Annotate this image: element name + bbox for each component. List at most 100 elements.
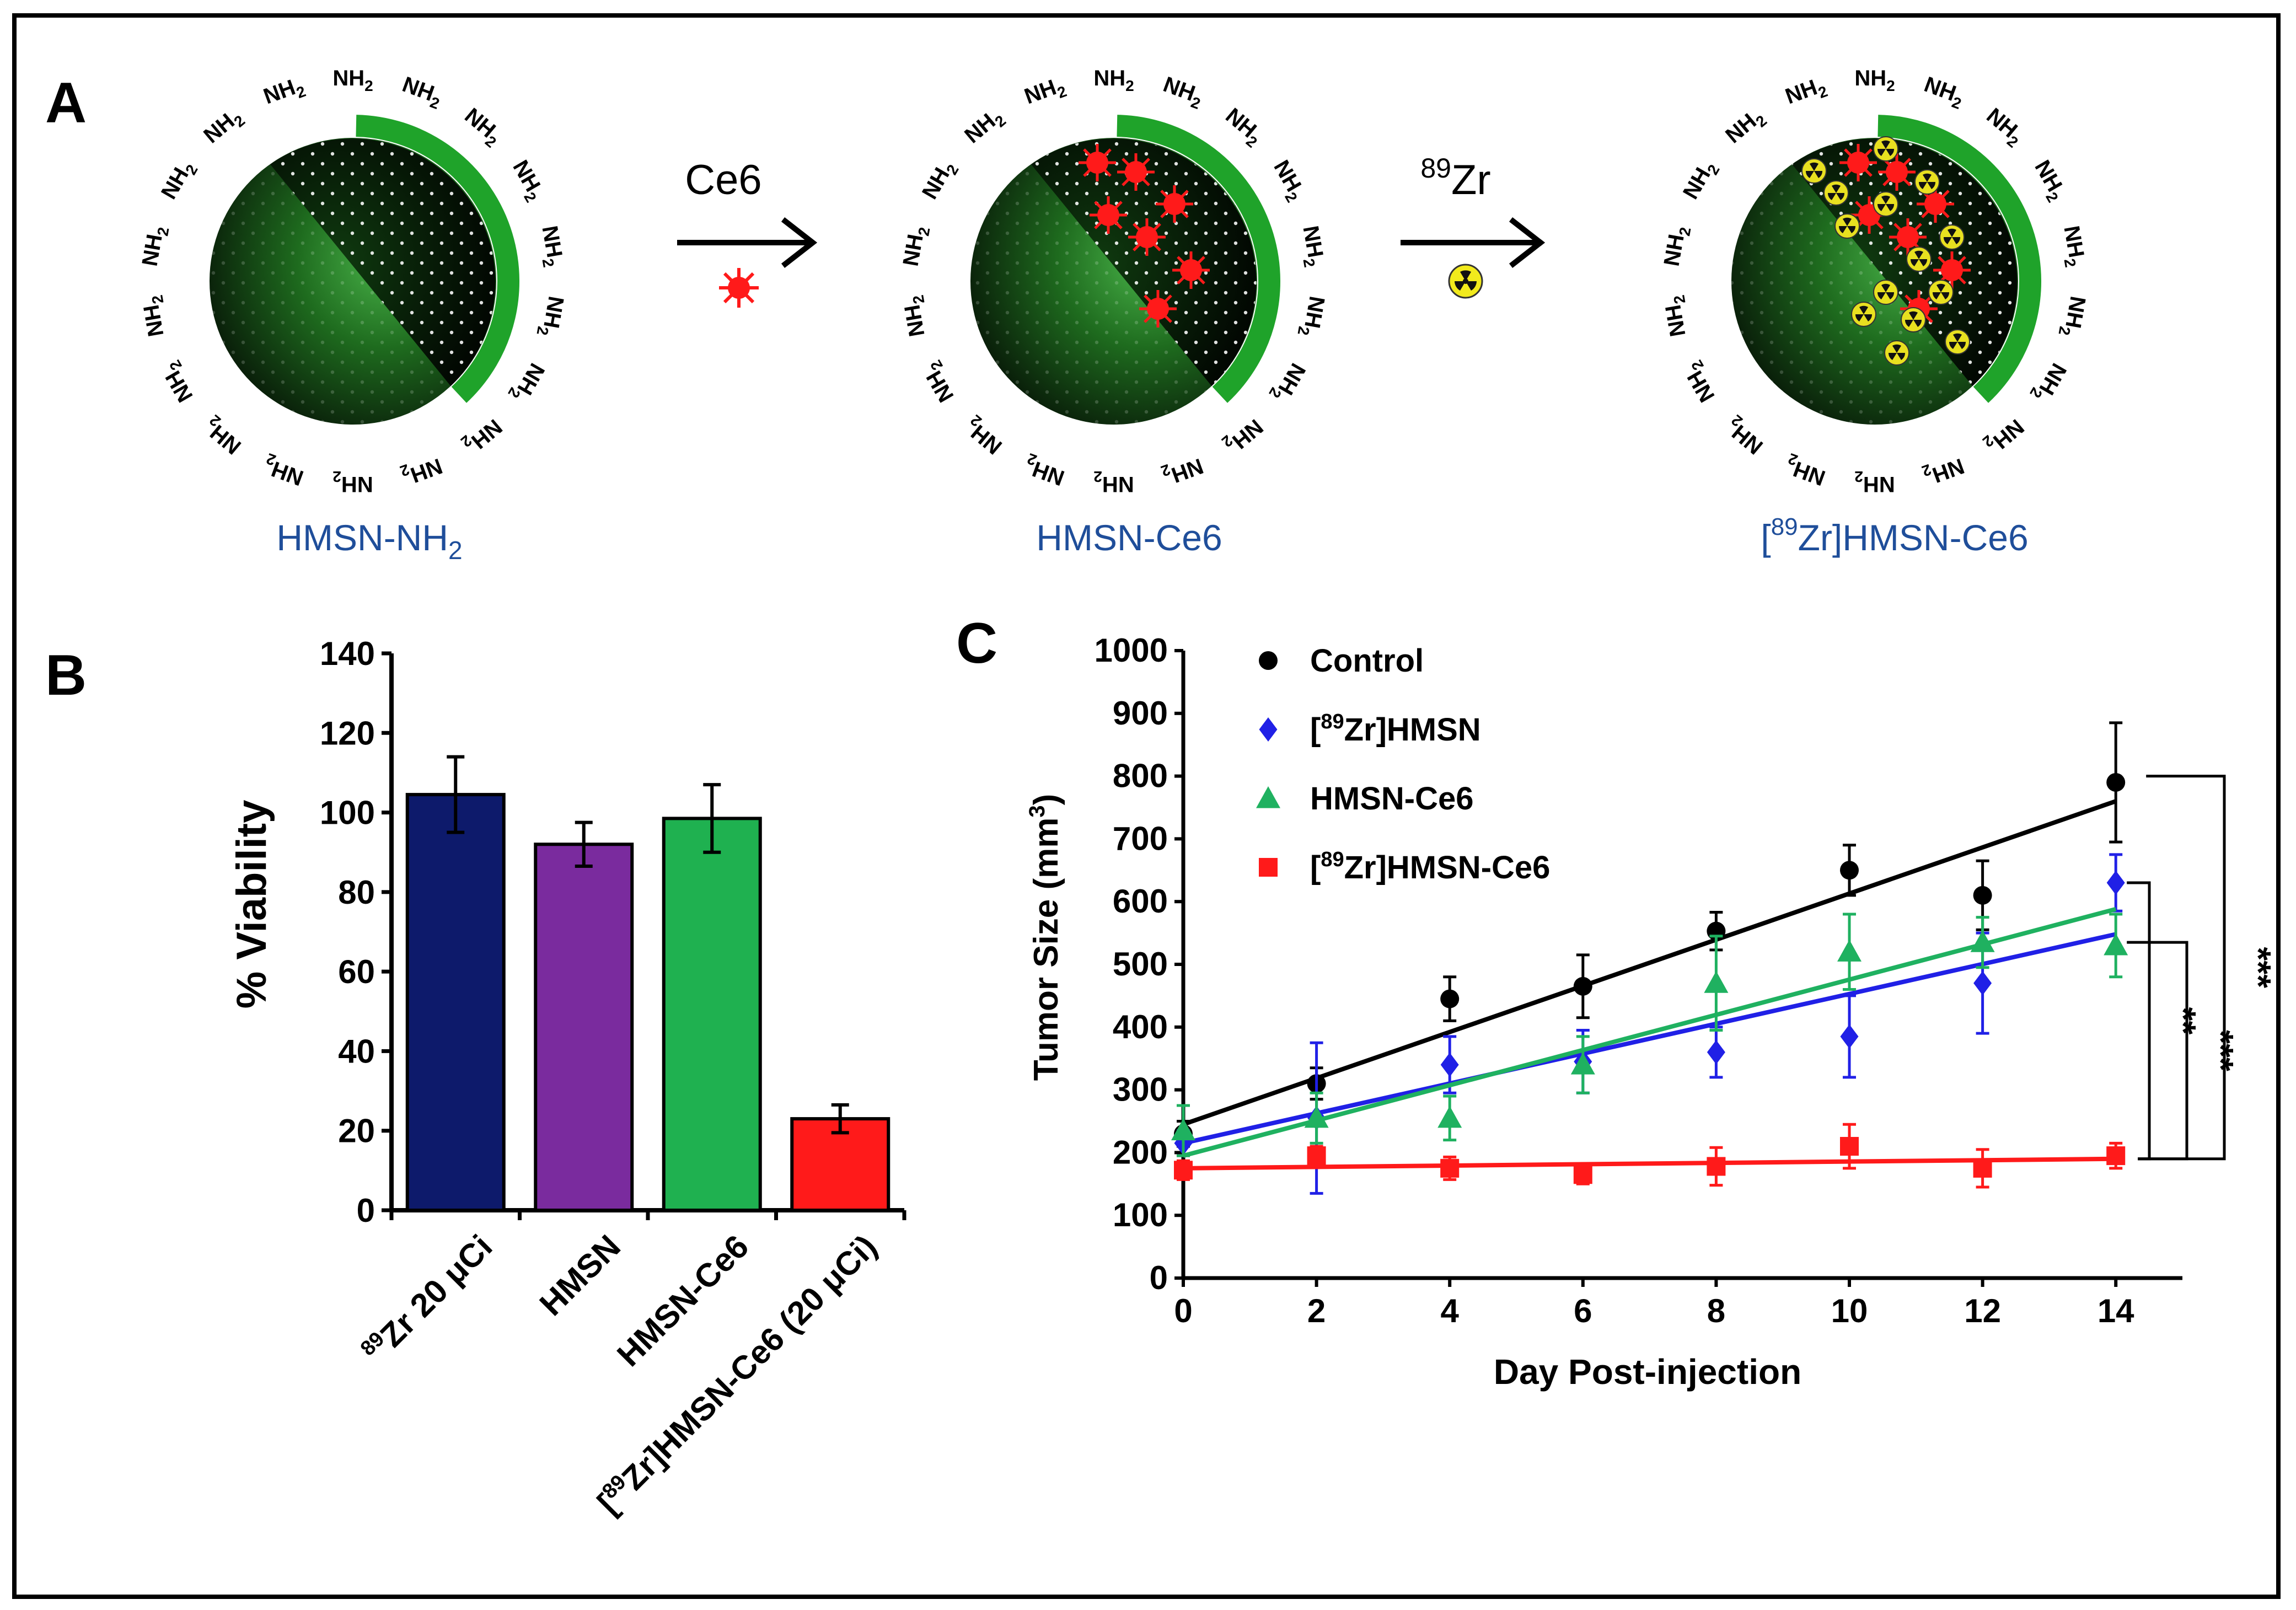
ce6-ray [1122,158,1137,173]
marker-square [1259,858,1278,877]
np-label-zr-hmsn-ce6: [89Zr]HMSN-Ce6 [1761,513,2028,558]
np-label-hmsn-ce6: HMSN-Ce6 [1036,517,1222,558]
significance-label: *** [2239,947,2278,988]
nanoparticle-2: NH2 NH2NH2NH2NH2NH2NH2NH2NH2NH2NH2NH2NH2N… [1660,66,2090,496]
y-tick-label: 600 [1113,883,1168,920]
marker-triangle [1704,971,1729,993]
marker-diamond [1707,1040,1725,1065]
nh2-label: NH2 [899,294,934,339]
ce6-ray [1157,308,1172,323]
marker-diamond [2106,871,2125,895]
ce6-ray [1934,203,1950,218]
nh2-label: NH2 [1093,468,1134,496]
x-tick-label: 2 [1307,1292,1326,1329]
y-tick-label: 120 [320,715,375,752]
ce6-molecule-icon [1117,153,1155,191]
ce6-ray [1190,269,1205,285]
ce6-ray [1146,236,1161,251]
trend-line [1183,932,2117,1146]
zr-radiation-icon [1914,169,1940,195]
zr-radiation-icon [1873,191,1898,217]
zr-trefoil [1855,305,1873,321]
marker-triangle [1570,1053,1595,1075]
ce6-molecule-icon [1139,290,1177,328]
nh2-label: NH2 [533,294,568,339]
x-tick-label: 10 [1831,1292,1868,1329]
y-tick-label: 100 [320,795,375,831]
nh2-label: NH2 [138,224,173,269]
ce6-ray [1160,190,1176,205]
y-tick-label: 60 [338,953,375,990]
ce6-molecule-icon [1156,185,1193,223]
ce6-ray [1907,223,1922,238]
ce6-ray [1146,223,1161,238]
arrow-label-ce6: Ce6 [685,157,761,203]
x-tick-label: 6 [1574,1292,1592,1329]
ce6-ray [1135,171,1150,186]
marker-circle [1440,989,1460,1008]
zr-radiation-icon [1823,180,1849,206]
marker-square [2106,1146,2126,1166]
y-tick-label: 1000 [1095,632,1168,669]
marker-triangle [1171,1118,1195,1141]
ce6-ray [1868,214,1884,229]
zr-radiation-icon [1851,302,1876,327]
marker-circle [1840,861,1859,880]
ce6-ray [1905,294,1920,310]
zr-radiation-icon [1906,246,1932,272]
marker-triangle [1437,1105,1462,1128]
arrow-label-zr: 89Zr [1420,153,1490,203]
ce6-ray [1921,203,1936,218]
y-axis-title-viability: % Viability [228,800,275,1009]
zr-radiation-icon [1873,280,1898,305]
y-tick-label: 800 [1113,758,1168,795]
zr-trefoil [1905,311,1922,327]
zr-trefoil [1827,184,1845,200]
marker-square [1307,1146,1326,1166]
bar-1 [534,842,634,1212]
panel-letter-a: A [45,71,87,135]
zr-radiation-icon [1901,307,1926,332]
zr-radiation-icon [1834,213,1860,239]
ce6-ray [1177,269,1192,285]
significance-label: ** [2164,1007,2203,1035]
ce6-ray [1857,148,1873,164]
ce6-ray [1107,201,1123,216]
ce6-molecule-icon [1172,251,1210,289]
ce6-ray [1177,256,1192,271]
marker-square [1440,1158,1460,1178]
marker-triangle [2104,933,2128,956]
nh2-label: NH2 [1660,294,1694,339]
y-tick-label: 140 [320,635,375,672]
marker-diamond [1440,1053,1459,1077]
shell-arc [1117,115,1280,403]
legend-label: [89Zr]HMSN [1310,710,1481,748]
nh2-label: NH2 [1660,224,1694,269]
ce6-ray [1855,201,1870,216]
y-tick-label: 40 [338,1033,375,1070]
trend-line [1182,799,2117,1126]
zr-trefoil [1877,283,1895,299]
ce6-ray [1882,171,1898,186]
ce6-molecule-icon [1933,251,1971,289]
marker-circle [1573,976,1592,996]
panel-letter-c: C [956,611,997,675]
x-axis-title-day: Day Post-injection [1494,1352,1801,1392]
ce6-ray [1107,214,1123,229]
ce6-ray [1951,256,1966,271]
nh2-label: NH2 [1782,72,1830,112]
legend-label: [89Zr]HMSN-Ce6 [1310,848,1550,886]
ce6-ray [1934,190,1950,205]
ce6-ray [1173,203,1189,218]
marker-triangle [1970,930,1995,952]
y-axis-title-tumor-size: Tumor Size (mm3) [1025,794,1065,1081]
nh2-label: NH2 [332,66,373,94]
ce6-ray [1144,308,1159,323]
series-0 [1174,721,2126,1148]
nh2-label: NH2 [332,468,373,496]
y-tick-label: 100 [1113,1196,1168,1233]
ce6-molecule-icon [1090,196,1127,234]
marker-circle [1259,651,1278,670]
nh2-label: NH2 [138,294,173,339]
ce6-ray [1951,269,1966,285]
